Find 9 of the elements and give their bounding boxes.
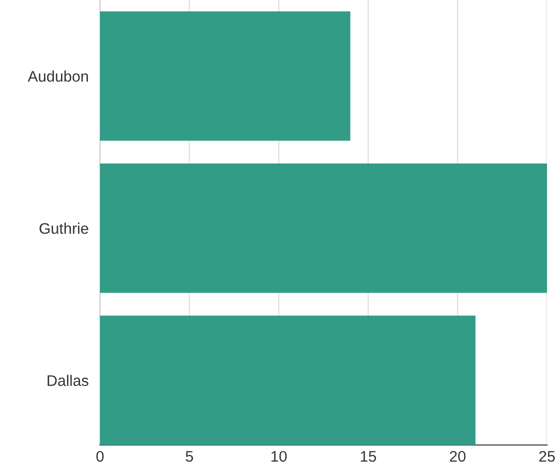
x-tick-label: 25 [539,450,555,462]
y-tick-label: Audubon [28,70,88,82]
x-tick-label: 5 [186,451,194,462]
y-tick-label: Dallas [48,374,88,386]
x-tick-label: 10 [271,450,287,462]
x-tick-label: 20 [450,450,466,462]
x-tick-label: 0 [96,450,104,462]
x-tick-label: 15 [360,451,376,462]
y-tick-label: Guthrie [40,222,88,234]
